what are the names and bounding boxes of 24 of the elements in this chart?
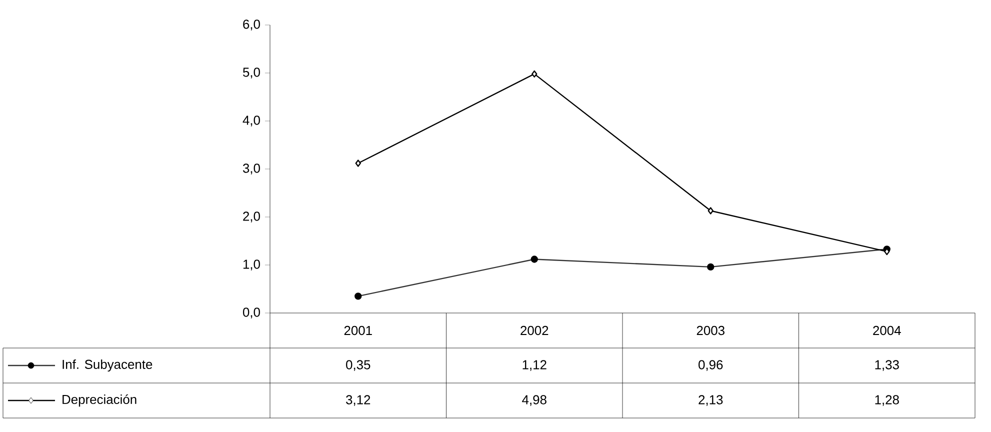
data-label: 2,13 (698, 395, 723, 406)
y-tick-label: 3,0 (242, 164, 260, 174)
x-tick-label: 2003 (696, 326, 724, 336)
y-tick-label: 2,0 (243, 212, 260, 222)
data-label: 0,96 (698, 360, 723, 371)
y-tick-label: 5,0 (243, 68, 260, 78)
data-label: 0,35 (346, 360, 370, 371)
data-label: 1,33 (875, 360, 899, 371)
point (532, 70, 538, 78)
x-tick-label: 2001 (344, 326, 372, 336)
data-label: 4,98 (522, 395, 546, 406)
legend-label: Inf. Subyacente (62, 359, 152, 372)
y-tick-label: 6,0 (243, 20, 260, 30)
point (708, 207, 714, 214)
y-tick-label: 4,0 (242, 116, 260, 126)
x-tick-label: 2002 (520, 326, 548, 336)
y-tick-label: 0,0 (242, 308, 260, 318)
x-tick-label: 2004 (873, 326, 901, 336)
data-label: 1,12 (522, 360, 546, 371)
data-label: 3,12 (346, 395, 370, 406)
y-tick-label: 1,0 (243, 260, 260, 270)
point (355, 160, 361, 167)
legend-label: Depreciación (62, 394, 136, 407)
data-label: 1,28 (875, 395, 899, 406)
